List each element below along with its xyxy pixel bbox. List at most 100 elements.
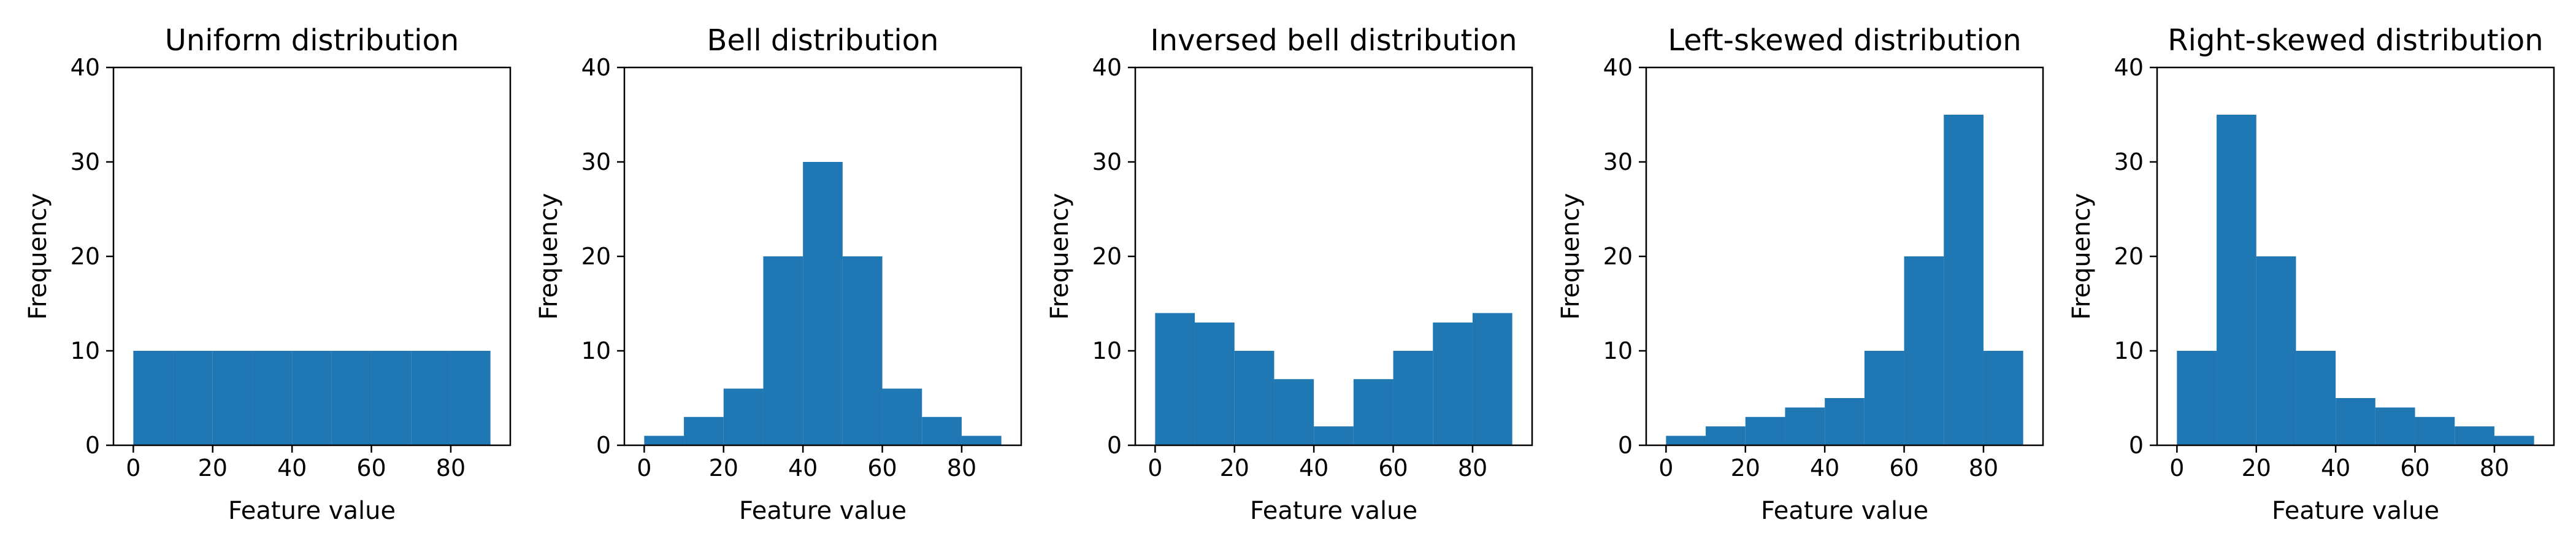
histogram-bar <box>1195 322 1235 445</box>
histogram-bar <box>1706 426 1746 445</box>
histogram-bar <box>2336 398 2375 445</box>
histogram-bar <box>2455 426 2494 445</box>
chart-panel-2: 0 20 40 60 80 0 10 20 30 40 Bell distribution Featu… <box>535 23 1022 525</box>
x-tick-label: 40 <box>2321 454 2350 481</box>
histogram-bar <box>2415 416 2455 445</box>
y-tick-label: 30 <box>581 148 611 175</box>
histogram-bar <box>371 351 412 445</box>
y-tick-label: 0 <box>85 432 100 459</box>
histogram-bar <box>411 351 451 445</box>
y-axis-label: Frequency <box>24 193 52 320</box>
y-tick-label: 20 <box>2114 243 2144 270</box>
x-tick-label: 60 <box>1378 454 1408 481</box>
histogram-bar <box>2375 407 2415 445</box>
histogram-bar <box>882 388 922 445</box>
histogram-bar <box>1472 313 1512 445</box>
x-axis-label: Feature value <box>228 497 396 525</box>
x-tick-label: 20 <box>709 454 738 481</box>
histogram-bar <box>331 351 372 445</box>
x-tick-label: 80 <box>947 454 976 481</box>
histogram-bar <box>803 162 843 445</box>
chart-title: Uniform distribution <box>165 23 459 58</box>
histogram-bar <box>212 351 253 445</box>
x-tick-label: 0 <box>126 454 140 481</box>
x-axis-label: Feature value <box>739 497 907 525</box>
histogram-bar <box>842 256 883 445</box>
histogram-bar <box>1155 313 1195 445</box>
histogram-bar <box>2217 115 2256 445</box>
x-tick-label: 0 <box>1148 454 1162 481</box>
histogram-bar <box>1825 398 1865 445</box>
y-axis-label: Frequency <box>1046 193 1074 320</box>
y-tick-label: 0 <box>1107 432 1122 459</box>
histogram-bar <box>2177 351 2217 445</box>
x-tick-label: 60 <box>867 454 897 481</box>
y-axis-label: Frequency <box>535 193 563 320</box>
chart-panel-5: 0 20 40 60 80 0 10 20 30 40 Right-skewed distribut… <box>2068 23 2555 525</box>
x-tick-label: 80 <box>1969 454 1998 481</box>
y-axis-label: Frequency <box>2068 193 2096 320</box>
y-tick-label: 30 <box>71 148 100 175</box>
chart-panel-3: 0 20 40 60 80 0 10 20 30 40 Inversed bell distribu… <box>1046 23 1533 525</box>
x-tick-label: 40 <box>1810 454 1839 481</box>
y-tick-label: 20 <box>1092 243 1122 270</box>
y-tick-label: 10 <box>1092 337 1122 364</box>
chart-panel-4: 0 20 40 60 80 0 10 20 30 40 Left-skewed distributi… <box>1557 23 2044 525</box>
x-tick-label: 40 <box>277 454 307 481</box>
chart-title: Inversed bell distribution <box>1151 23 1517 58</box>
x-tick-label: 80 <box>436 454 466 481</box>
y-tick-label: 20 <box>1603 243 1633 270</box>
histogram-bar <box>2256 256 2296 445</box>
chart-title: Bell distribution <box>707 23 939 58</box>
y-tick-label: 20 <box>581 243 611 270</box>
histogram-bar <box>133 351 174 445</box>
x-tick-label: 60 <box>356 454 386 481</box>
histogram-bar <box>173 351 213 445</box>
chart-title: Right-skewed distribution <box>2168 23 2543 58</box>
histogram-bar <box>763 256 803 445</box>
histogram-bar <box>252 351 293 445</box>
histogram-bar <box>1864 351 1904 445</box>
histogram-bar <box>961 435 1002 445</box>
histogram-bar <box>1904 256 1944 445</box>
histogram-bar <box>1785 407 1825 445</box>
y-tick-label: 30 <box>1092 148 1122 175</box>
histogram-bar <box>644 435 684 445</box>
y-tick-label: 0 <box>596 432 611 459</box>
histogram-bar <box>1433 322 1473 445</box>
y-tick-label: 10 <box>581 337 611 364</box>
histogram-bar <box>1666 435 1706 445</box>
histogram-bar <box>1353 379 1393 445</box>
x-tick-label: 0 <box>637 454 651 481</box>
y-tick-label: 0 <box>1618 432 1633 459</box>
histogram-bar <box>1274 379 1314 445</box>
histogram-bar <box>1393 351 1433 445</box>
x-tick-label: 80 <box>2480 454 2509 481</box>
y-tick-label: 40 <box>1603 54 1633 81</box>
x-tick-label: 20 <box>198 454 228 481</box>
x-tick-label: 20 <box>1220 454 1249 481</box>
x-axis-label: Feature value <box>1761 497 1928 525</box>
x-tick-label: 20 <box>1731 454 1760 481</box>
histogram-bar <box>1234 351 1275 445</box>
y-tick-label: 30 <box>2114 148 2144 175</box>
y-tick-label: 40 <box>1092 54 1122 81</box>
x-axis-label: Feature value <box>2272 497 2439 525</box>
histogram-bar <box>450 351 491 445</box>
x-tick-label: 80 <box>1458 454 1487 481</box>
chart-panel-1: 0 20 40 60 80 0 10 20 30 40 Uniform distribution Fe… <box>24 23 512 525</box>
y-tick-label: 40 <box>2114 54 2144 81</box>
histogram-bar <box>1983 351 2023 445</box>
histogram-bar <box>2296 351 2336 445</box>
x-axis-label: Feature value <box>1250 497 1417 525</box>
y-tick-label: 20 <box>71 243 100 270</box>
histogram-bar <box>1314 426 1354 445</box>
x-tick-label: 40 <box>1299 454 1328 481</box>
x-tick-label: 20 <box>2242 454 2271 481</box>
histogram-bar <box>2494 435 2534 445</box>
y-tick-label: 10 <box>1603 337 1633 364</box>
y-tick-label: 40 <box>581 54 611 81</box>
x-tick-label: 0 <box>2169 454 2184 481</box>
y-axis-label: Frequency <box>1557 193 1585 320</box>
